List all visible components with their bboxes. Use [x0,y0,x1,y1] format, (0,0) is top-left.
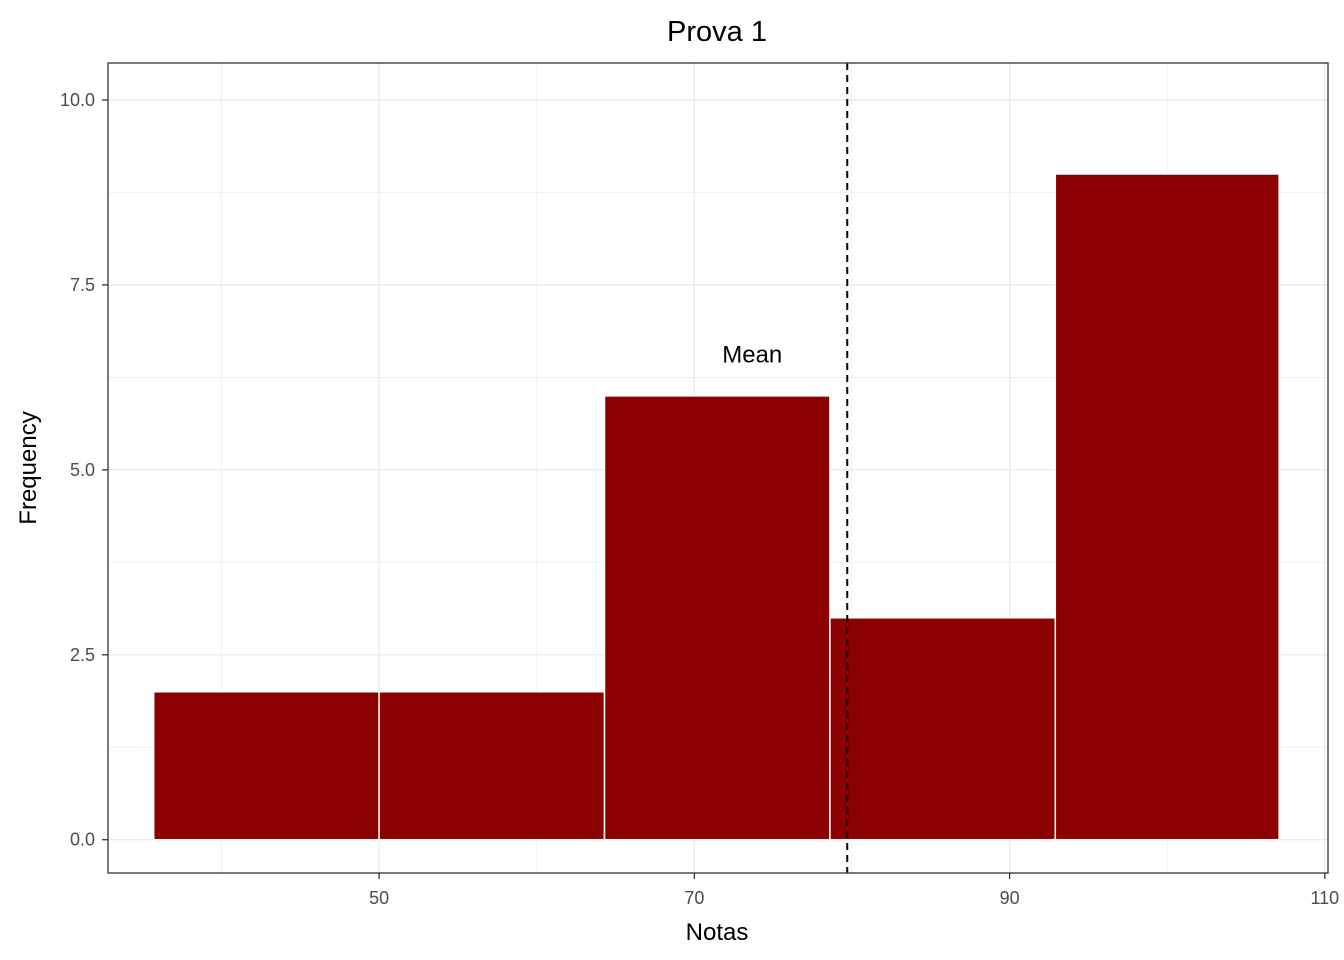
x-tick-label: 50 [369,888,389,908]
y-tick-label: 10.0 [60,90,95,110]
histogram-bar [829,617,1057,841]
x-axis-title: Notas [686,919,749,946]
y-tick-label: 7.5 [70,275,95,295]
chart-title: Prova 1 [667,16,767,48]
x-tick-label: 70 [684,888,704,908]
bars [152,173,1280,841]
plot-border [107,62,1329,874]
histogram-bar [603,395,831,841]
y-axis-title: Frequency [15,411,42,524]
mean-line-group: Mean [722,63,849,873]
histogram-bar [152,691,380,841]
x-tick-label: 110 [1310,888,1339,908]
mean-label: Mean [722,342,782,369]
y-tick-label: 5.0 [70,460,95,480]
x-axis-ticks: 50 70 90 110 [369,873,1339,908]
y-tick-label: 2.5 [70,645,95,665]
histogram-bar [378,691,606,841]
histogram-bar [1054,173,1280,841]
y-axis-ticks: 0.0 2.5 5.0 7.5 10.0 [60,90,108,850]
y-tick-label: 0.0 [70,830,95,850]
x-tick-label: 90 [1000,888,1020,908]
